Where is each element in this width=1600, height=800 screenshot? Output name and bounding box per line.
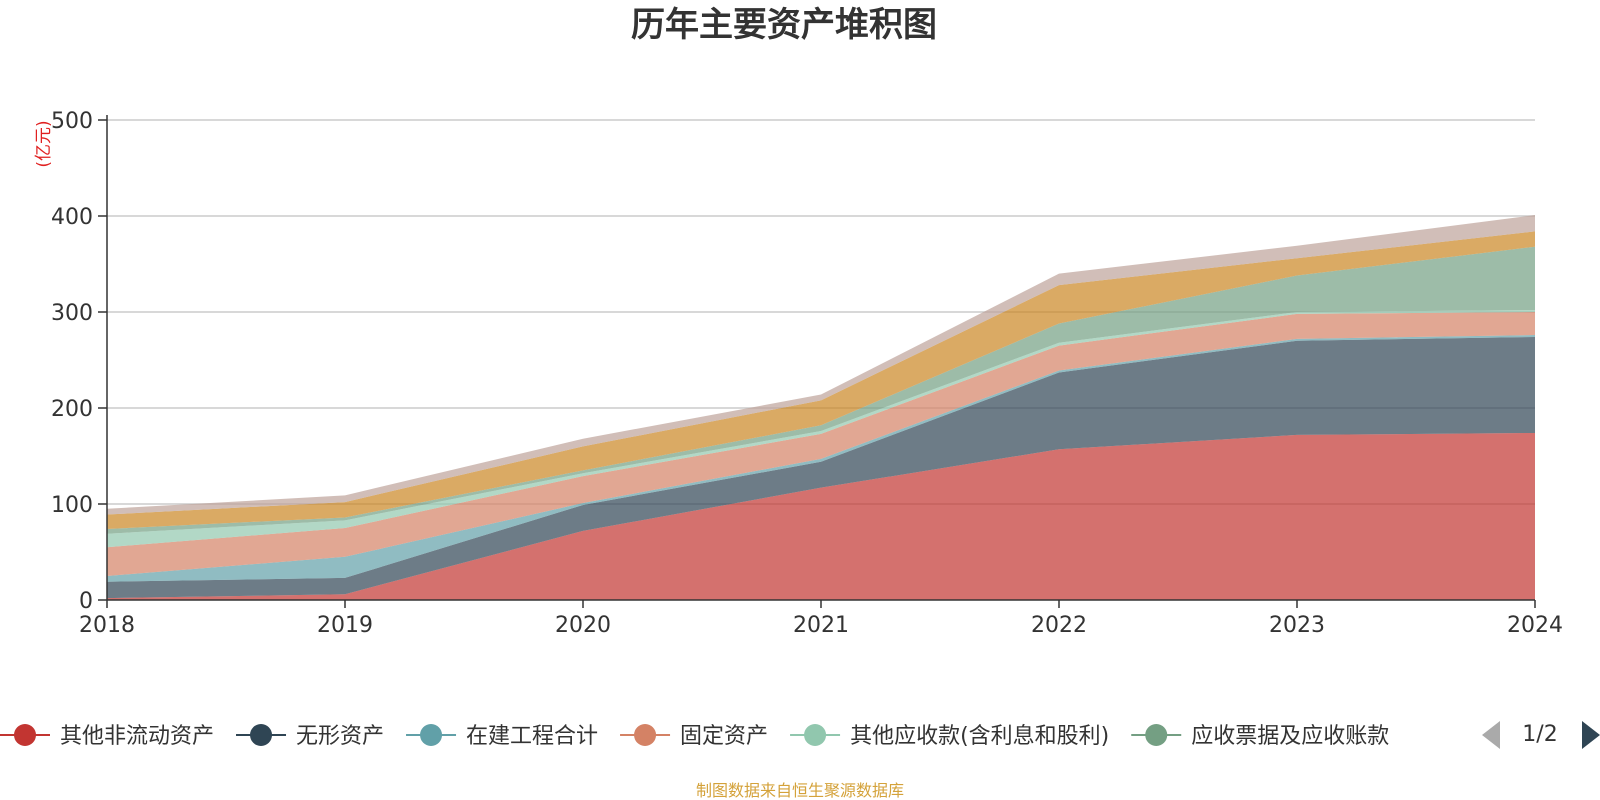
y-tick-label: 200 [51, 397, 93, 422]
chart-title: 历年主要资产堆积图 [631, 5, 937, 45]
x-tick-label: 2023 [1269, 613, 1325, 638]
legend-circle-icon [14, 724, 36, 746]
legend-item[interactable]: 其他应收款(含利息和股利) [790, 724, 1109, 749]
y-tick-label: 400 [51, 205, 93, 230]
legend-next-page-icon[interactable] [1582, 721, 1600, 749]
area-series-0 [107, 432, 1535, 600]
x-tick-label: 2018 [79, 613, 135, 638]
area-series-6 [107, 231, 1535, 529]
legend-item[interactable]: 应收票据及应收账款 [1131, 724, 1389, 749]
legend-circle-icon [804, 724, 827, 746]
legend-label: 其他非流动资产 [60, 724, 214, 749]
legend-label: 固定资产 [680, 724, 768, 749]
x-tick-label: 2024 [1507, 613, 1563, 638]
legend-page-indicator: 1/2 [1522, 722, 1557, 747]
y-tick-label: 500 [51, 109, 93, 134]
area-series-1 [107, 336, 1535, 599]
legend-circle-icon [634, 724, 657, 746]
x-tick-label: 2020 [555, 613, 611, 638]
legend-item[interactable]: 固定资产 [620, 724, 768, 749]
area-series-layer [107, 215, 1535, 600]
legend-item[interactable]: 无形资产 [236, 724, 384, 749]
axes: 0 100 200 300 400 500 2018 2019 2020 2021 2022 2023… [51, 109, 1563, 638]
x-tick-label: 2021 [793, 613, 849, 638]
y-tick-label: 0 [79, 589, 93, 614]
legend-circle-icon [420, 724, 443, 746]
legend-prev-page-icon[interactable] [1482, 721, 1500, 749]
legend-label: 应收票据及应收账款 [1191, 724, 1389, 749]
area-series-7 [107, 215, 1535, 515]
legend-circle-icon [250, 724, 273, 746]
area-series-3 [107, 312, 1535, 576]
legend-label: 在建工程合计 [466, 724, 598, 749]
y-axis-unit-label: (亿元) [34, 120, 54, 167]
legend-label: 无形资产 [296, 724, 384, 749]
legend: 其他非流动资产 无形资产 在建工程合计 固定资产 其他应收款(含利息和股利) 应收票据及应… [0, 724, 1389, 749]
legend-item[interactable]: 其他非流动资产 [0, 724, 214, 749]
x-tick-label: 2022 [1031, 613, 1087, 638]
legend-circle-icon [1145, 724, 1168, 746]
x-tick-label: 2019 [317, 613, 373, 638]
y-tick-label: 100 [51, 493, 93, 518]
legend-label: 其他应收款(含利息和股利) [850, 724, 1109, 749]
data-source-note: 制图数据来自恒生聚源数据库 [696, 781, 904, 800]
legend-item[interactable]: 在建工程合计 [406, 724, 598, 749]
area-series-5 [107, 246, 1535, 534]
y-tick-label: 300 [51, 301, 93, 326]
